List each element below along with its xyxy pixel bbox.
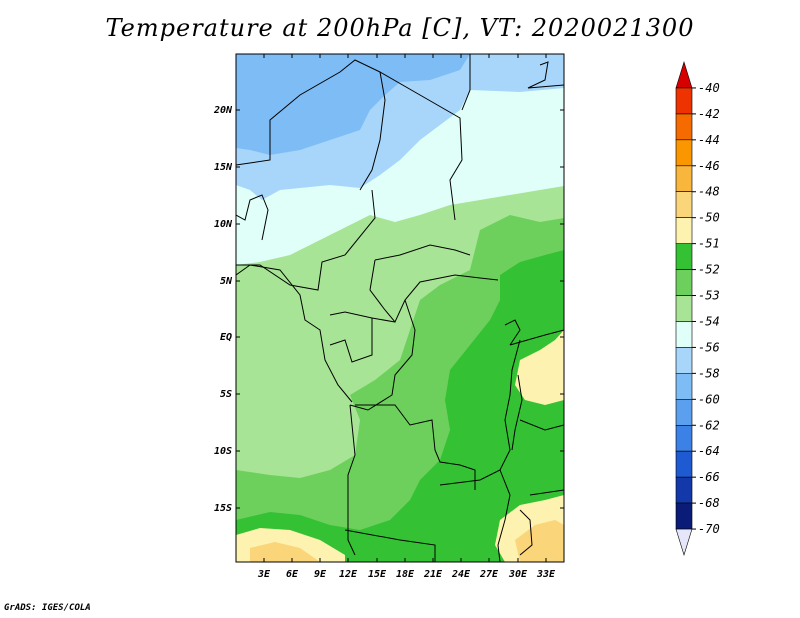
lat-label: 10N (214, 219, 233, 230)
colorbar-segment (675, 450, 693, 478)
lon-label: 33E (536, 569, 556, 580)
colorbar-label: -46 (698, 159, 720, 173)
lon-label: 6E (286, 569, 299, 580)
contour-band-minus51 (236, 250, 564, 562)
lat-label: 15N (214, 162, 233, 173)
colorbar-segment (675, 528, 693, 557)
colorbar-label: -64 (698, 444, 720, 458)
colorbar-segment (675, 87, 693, 115)
latitude-ticks (236, 109, 564, 509)
colorbar-label: -48 (698, 185, 720, 199)
colorbar-segment (675, 502, 693, 530)
lon-label: 27E (479, 569, 499, 580)
colorbar-segment (675, 424, 693, 452)
lon-label: 12E (339, 569, 358, 580)
colorbar: -40 -42 -44 -46 -48 -50 -51 -52 -53 -54 -56 -58 -60 -… (675, 60, 720, 557)
colorbar-segment (675, 113, 693, 141)
lat-label: 10S (214, 446, 232, 457)
lon-label: 15E (368, 569, 387, 580)
colorbar-label: -50 (698, 211, 720, 225)
colorbar-label: -68 (698, 496, 720, 510)
colorbar-segment (675, 217, 693, 244)
colorbar-segment (675, 295, 693, 322)
credit-text: GrADS: IGES/COLA (4, 603, 91, 613)
colorbar-label: -66 (698, 470, 720, 484)
colorbar-label: -62 (698, 418, 720, 432)
country-boundaries (236, 54, 564, 562)
colorbar-segment (675, 321, 693, 348)
colorbar-label: -54 (698, 314, 720, 328)
lon-label: 3E (257, 569, 271, 580)
lon-label: 30E (508, 569, 528, 580)
colorbar-segment (675, 60, 693, 89)
colorbar-label: -56 (698, 340, 720, 354)
lat-label: 20N (213, 105, 233, 116)
colorbar-label: -53 (698, 289, 720, 303)
colorbar-label: -60 (698, 392, 720, 406)
colorbar-segment (675, 476, 693, 504)
colorbar-segment (675, 139, 693, 167)
lat-label: 5S (220, 389, 232, 400)
lon-label: 9E (314, 569, 327, 580)
contour-band-minus48-southeast (515, 520, 564, 562)
colorbar-segment (675, 347, 693, 374)
colorbar-segment (675, 191, 693, 218)
coastlines (236, 264, 533, 556)
contour-band-minus48-south (250, 542, 320, 562)
colorbar-label: -70 (698, 522, 720, 536)
colorbar-label: -58 (698, 366, 720, 380)
chart-title: Temperature at 200hPa [C], VT: 202002130… (105, 14, 695, 42)
contour-band-minus58 (236, 54, 470, 155)
latitude-axis: 20N 15N 10N 5N EQ 5S 10S 15S (213, 105, 233, 514)
colorbar-label: -42 (698, 107, 720, 121)
colorbar-label: -52 (698, 263, 720, 277)
colorbar-segment (675, 373, 693, 400)
lat-label: EQ (220, 332, 232, 343)
colorbar-label: -51 (698, 237, 720, 251)
colorbar-label: -44 (698, 133, 720, 147)
longitude-axis: 3E 6E 9E 12E 15E 18E 21E 24E 27E 30E 33E (257, 569, 556, 580)
colorbar-segment (675, 399, 693, 426)
map-frame (235, 53, 565, 563)
colorbar-segment (675, 165, 693, 193)
lon-label: 24E (451, 569, 471, 580)
lon-label: 18E (396, 569, 415, 580)
lat-label: 15S (214, 503, 232, 514)
lat-label: 5N (220, 276, 233, 287)
colorbar-segment (675, 243, 693, 270)
lon-label: 21E (423, 569, 443, 580)
longitude-ticks (263, 54, 547, 562)
temperature-field (236, 54, 564, 562)
colorbar-label: -40 (698, 81, 720, 95)
colorbar-segment (675, 269, 693, 296)
contour-band-minus50-east (515, 330, 564, 405)
